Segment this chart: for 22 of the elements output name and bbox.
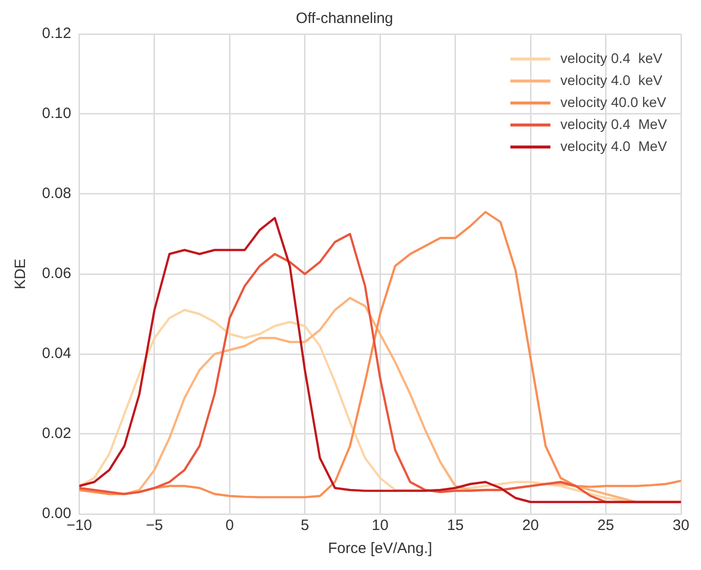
y-tick-label: 0.02 [42,425,72,442]
legend-label: velocity 4.0 keV [560,72,663,88]
legend-label: velocity 40.0 keV [560,94,667,110]
x-tick-label: 15 [446,517,464,534]
y-tick-label: 0.08 [42,185,72,202]
legend-label: velocity 0.4 keV [560,50,663,66]
x-axis-title: Force [eV/Ang.] [328,540,432,558]
x-tick-label: 25 [597,517,614,534]
x-tick-label: 20 [522,517,539,534]
y-axis-title: KDE [12,258,30,290]
y-tick-label: 0.04 [42,345,72,362]
legend-label: velocity 0.4 MeV [560,116,668,132]
chart-title: Off-channeling [296,10,394,28]
x-tick-label: 10 [372,517,388,534]
legend-label: velocity 4.0 MeV [560,138,668,154]
y-tick-label: 0.12 [42,25,72,42]
x-tick-label: 30 [672,517,690,534]
x-tick-label: 0 [225,517,234,534]
x-tick-label: −5 [146,517,163,534]
y-tick-label: 0.06 [42,265,72,282]
x-tick-label: 5 [300,517,310,534]
y-tick-label: 0.10 [42,105,72,122]
